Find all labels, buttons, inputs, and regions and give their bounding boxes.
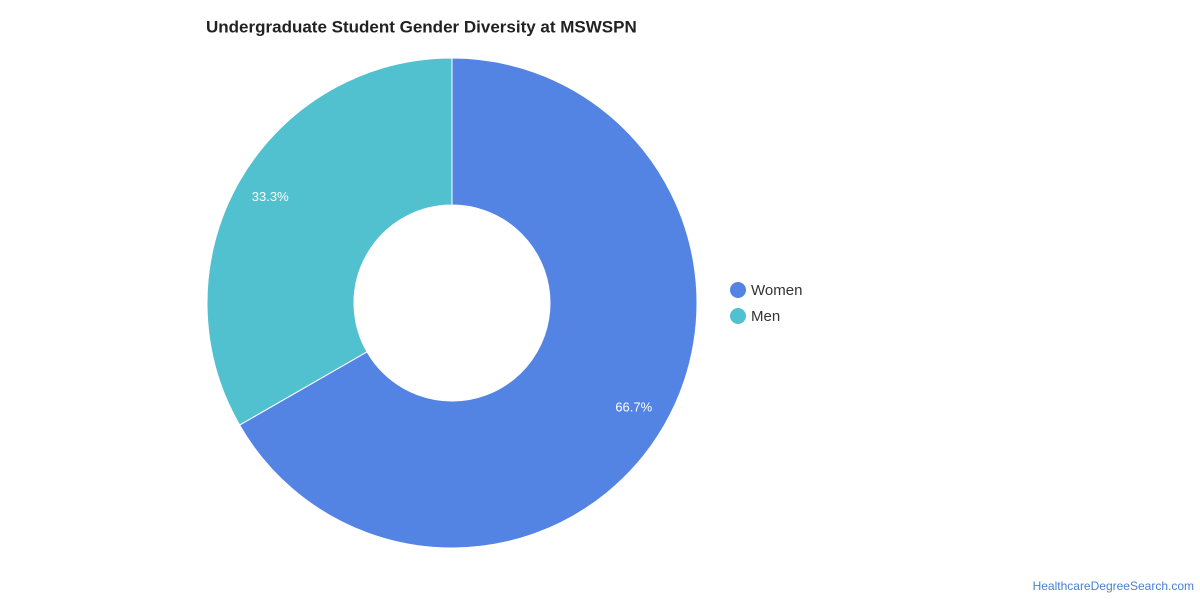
- slice: [206, 57, 453, 426]
- legend-marker: [730, 308, 746, 324]
- chart-title: Undergraduate Student Gender Diversity a…: [206, 17, 637, 36]
- legend-label: Men: [751, 308, 780, 325]
- legend-label: Women: [751, 282, 802, 299]
- value-label: 66.7%: [615, 400, 652, 415]
- credit-link[interactable]: HealthcareDegreeSearch.com: [1033, 579, 1194, 593]
- legend-marker: [730, 282, 746, 298]
- value-label: 33.3%: [252, 189, 289, 204]
- slice: [238, 57, 698, 549]
